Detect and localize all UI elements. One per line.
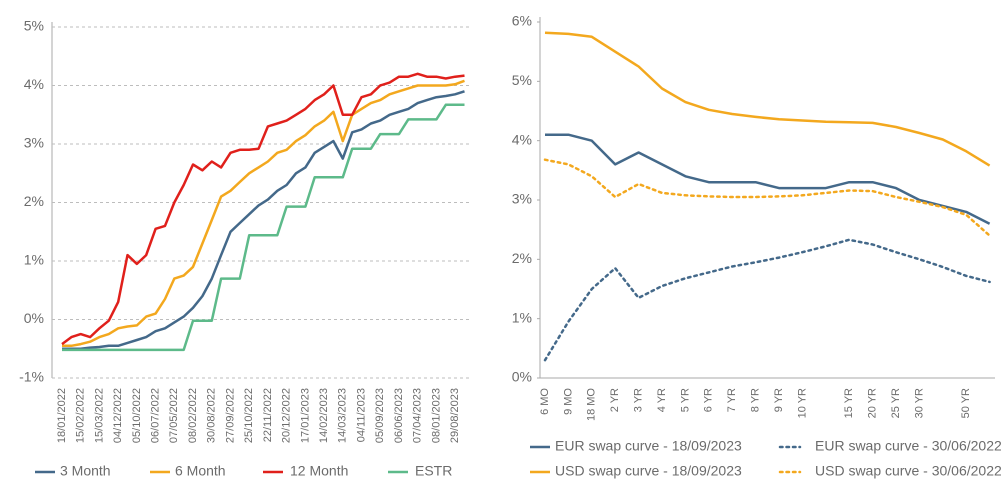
- series-line: [544, 31, 991, 167]
- series-line: [545, 133, 991, 225]
- x-tick-label: 20 YR: [867, 388, 879, 418]
- x-tick-label: 2 YR: [609, 388, 621, 412]
- x-tick-label: 30/08/2022: [206, 388, 218, 443]
- legend-label: ESTR: [415, 463, 452, 479]
- legend-label: USD swap curve - 18/09/2023: [555, 463, 742, 479]
- x-tick-label: 27/09/2022: [224, 388, 236, 443]
- series-line: [62, 90, 465, 351]
- x-tick-label: 06/06/2023: [393, 388, 405, 443]
- y-tick-label: 6%: [512, 13, 532, 29]
- series-line: [62, 103, 465, 352]
- x-tick-label: 15 YR: [843, 388, 855, 418]
- y-tick-label: 5%: [24, 18, 44, 34]
- x-tick-label: 05/09/2023: [374, 388, 386, 443]
- x-tick-label: 15/03/2022: [93, 388, 105, 443]
- x-tick-label: 04/12/2022: [112, 388, 124, 443]
- y-tick-label: -1%: [19, 369, 44, 385]
- x-tick-label: 25/10/2022: [243, 388, 255, 443]
- legend-label: USD swap curve - 30/06/2022: [815, 463, 1001, 479]
- x-tick-label: 5 YR: [679, 388, 691, 412]
- x-tick-label: 4 YR: [656, 388, 668, 412]
- x-tick-label: 05/10/2022: [131, 388, 143, 443]
- x-tick-label: 30 YR: [913, 388, 925, 418]
- y-tick-label: 3%: [512, 191, 532, 207]
- x-tick-label: 50 YR: [960, 388, 972, 418]
- y-tick-label: 2%: [24, 193, 44, 209]
- x-tick-label: 08/02/2022: [187, 388, 199, 443]
- series-line: [61, 72, 465, 346]
- y-tick-label: 0%: [24, 310, 44, 326]
- x-tick-label: 29/08/2023: [449, 388, 461, 443]
- x-tick-label: 14/02/2023: [318, 388, 330, 443]
- x-tick-label: 8 YR: [750, 388, 762, 412]
- x-tick-label: 10 YR: [796, 388, 808, 418]
- x-tick-label: 07/05/2022: [168, 388, 180, 443]
- x-tick-label: 3 YR: [633, 388, 645, 412]
- legend-label: EUR swap curve - 30/06/2022: [815, 438, 1001, 454]
- x-tick-label: 7 YR: [726, 388, 738, 412]
- legend-label: 12 Month: [290, 463, 348, 479]
- x-tick-label: 18/01/2022: [56, 388, 68, 443]
- x-tick-label: 07/04/2023: [412, 388, 424, 443]
- x-tick-label: 6 YR: [703, 388, 715, 412]
- y-tick-label: 3%: [24, 135, 44, 151]
- x-tick-label: 15/02/2022: [75, 388, 87, 443]
- y-tick-label: 5%: [512, 72, 532, 88]
- x-tick-label: 20/12/2022: [281, 388, 293, 443]
- x-tick-label: 14/03/2023: [337, 388, 349, 443]
- series-line: [62, 79, 465, 348]
- legend-label: EUR swap curve - 18/09/2023: [555, 438, 742, 454]
- y-tick-label: 1%: [512, 309, 532, 325]
- x-tick-label: 18 MO: [586, 388, 598, 421]
- x-tick-label: 06/07/2022: [150, 388, 162, 443]
- legend-label: 3 Month: [60, 463, 111, 479]
- y-tick-label: 1%: [24, 252, 44, 268]
- x-tick-label: 9 MO: [562, 388, 574, 415]
- x-tick-label: 17/01/2023: [299, 388, 311, 443]
- x-tick-label: 04/11/2023: [355, 388, 367, 442]
- x-tick-label: 22/11/2022: [262, 388, 274, 442]
- x-tick-label: 25 YR: [890, 388, 902, 418]
- y-tick-label: 0%: [512, 369, 532, 385]
- x-tick-label: 9 YR: [773, 388, 785, 412]
- x-tick-label: 08/01/2023: [430, 388, 442, 443]
- series-line: [543, 238, 991, 362]
- y-tick-label: 2%: [512, 250, 532, 266]
- x-tick-label: 6 MO: [539, 388, 551, 415]
- legend-label: 6 Month: [175, 463, 226, 479]
- y-tick-label: 4%: [24, 76, 44, 92]
- series-line: [543, 158, 991, 237]
- y-tick-label: 4%: [512, 131, 532, 147]
